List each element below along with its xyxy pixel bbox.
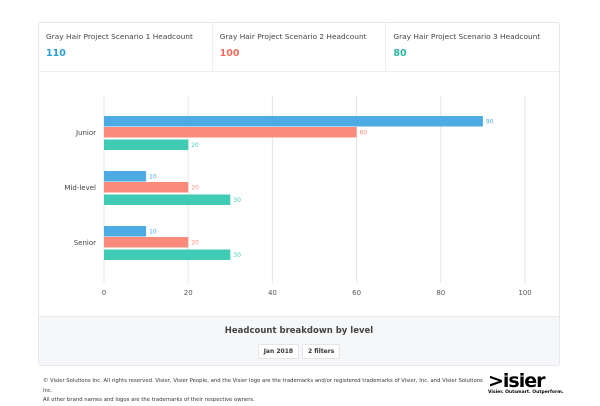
x-tick-label: 80 (436, 289, 445, 297)
kpi-label: Gray Hair Project Scenario 3 Headcount (393, 32, 541, 41)
data-label: 30 (233, 197, 241, 204)
date-chip[interactable]: Jan 2018 (257, 344, 300, 359)
data-label: 60 (360, 130, 368, 137)
bar (104, 139, 189, 150)
chart-footer: Headcount breakdown by level Jan 2018 2 … (39, 316, 559, 365)
kpi-label: Gray Hair Project Scenario 1 Headcount (46, 32, 193, 41)
y-category-label: Junior (75, 129, 96, 137)
bar (104, 226, 147, 237)
bar (104, 249, 231, 260)
kpi-row: Gray Hair Project Scenario 1 Headcount 11… (39, 23, 559, 72)
bar (104, 237, 189, 248)
y-category-label: Senior (74, 239, 96, 247)
data-label: 90 (486, 119, 494, 126)
bar (104, 171, 147, 182)
kpi-scenario-3[interactable]: Gray Hair Project Scenario 3 Headcount 80 (386, 23, 559, 71)
bar (104, 194, 231, 205)
visier-logo: >isier Visier. Outsmart. Outperform. (488, 370, 564, 396)
kpi-scenario-2[interactable]: Gray Hair Project Scenario 2 Headcount 10… (213, 23, 387, 71)
data-label: 30 (233, 252, 241, 259)
bar (104, 127, 357, 138)
logo-tagline: Visier. Outsmart. Outperform. (488, 390, 564, 395)
data-label: 20 (191, 142, 199, 149)
kpi-label: Gray Hair Project Scenario 2 Headcount (219, 32, 367, 41)
x-tick-label: 60 (352, 289, 361, 297)
chart-title: Headcount breakdown by level (224, 326, 374, 336)
kpi-value: 80 (393, 48, 407, 59)
chart-card: Gray Hair Project Scenario 1 Headcount 11… (38, 22, 560, 366)
x-tick-label: 20 (184, 289, 193, 297)
data-label: 10 (149, 174, 157, 181)
legal-line: © Visier Solutions Inc. All rights reser… (43, 378, 483, 394)
x-tick-label: 40 (268, 289, 277, 297)
x-tick-label: 0 (102, 289, 106, 297)
bar (104, 116, 483, 127)
kpi-value: 110 (46, 48, 66, 59)
x-tick-label: 100 (518, 289, 531, 297)
bar-chart: 0 20 40 60 80 100 Junior 90 60 20 Mid-level 10 20 30 S… (64, 96, 532, 297)
kpi-value: 100 (219, 48, 240, 59)
data-label: 10 (149, 229, 157, 236)
logo-wordmark: >isier (488, 370, 546, 392)
legal-notice: © Visier Solutions Inc. All rights reser… (43, 377, 483, 406)
bar (104, 182, 189, 193)
filters-chip[interactable]: 2 filters (302, 344, 341, 359)
data-label: 20 (191, 185, 199, 192)
y-category-label: Mid-level (64, 184, 96, 192)
legal-line: All other brand names and logos are the … (43, 397, 255, 403)
data-label: 20 (191, 240, 199, 247)
kpi-scenario-1[interactable]: Gray Hair Project Scenario 1 Headcount 11… (39, 23, 213, 71)
